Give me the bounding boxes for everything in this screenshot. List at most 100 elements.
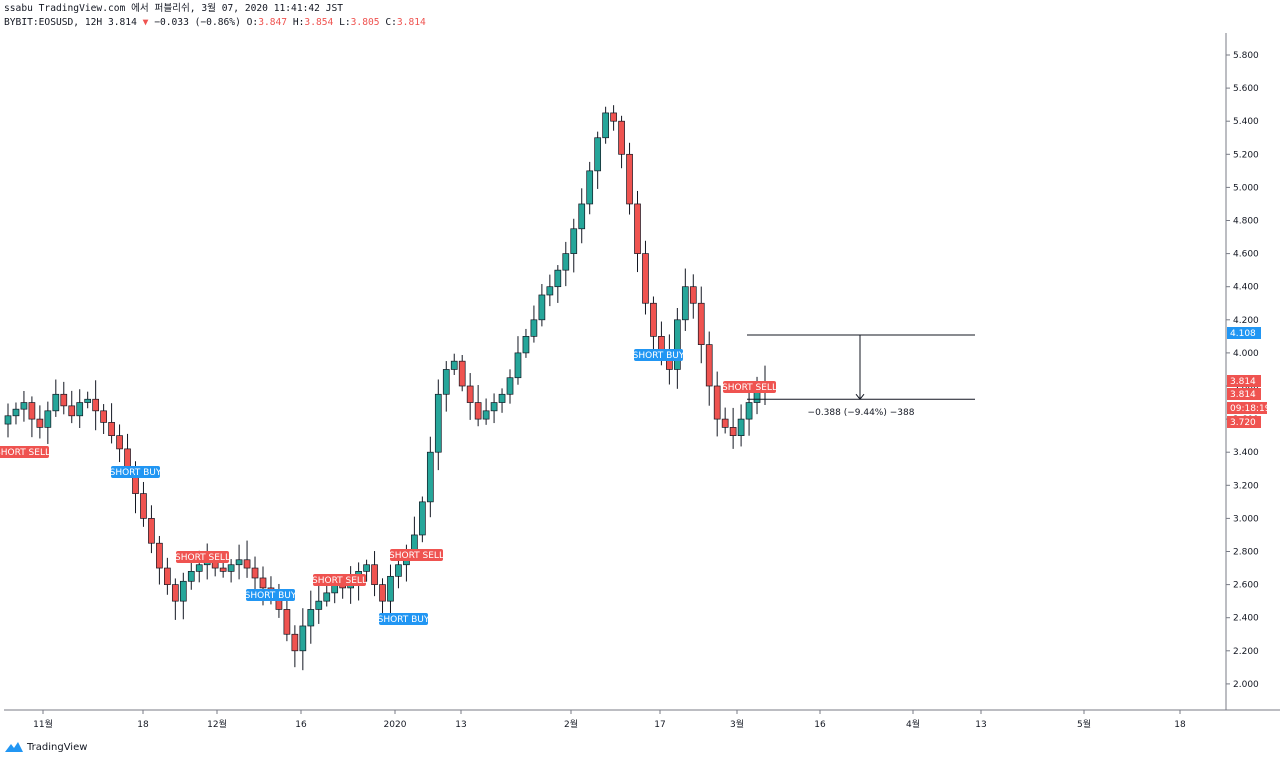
candles (4, 105, 769, 671)
price-tag: 3.814 (1227, 375, 1261, 387)
candle (363, 559, 370, 582)
candle (498, 388, 506, 413)
time-tick-label: 3월 (730, 718, 744, 730)
candle (307, 590, 315, 644)
candle (84, 391, 92, 409)
tradingview-brand: TradingView (27, 741, 88, 753)
price-tick-label: 2.200 (1233, 647, 1259, 657)
candle (745, 386, 753, 436)
price-tick-label: 4.800 (1233, 217, 1259, 227)
price-tick-label: 2.400 (1233, 614, 1259, 624)
candle (506, 369, 514, 404)
candle (530, 305, 538, 343)
candle (44, 401, 52, 444)
open-label: O: (246, 17, 259, 28)
candle (522, 328, 530, 358)
candle (705, 331, 713, 406)
price-tick-label: 3.200 (1233, 481, 1259, 491)
svg-text:SHORT SELL: SHORT SELL (0, 448, 50, 458)
symbol-info: BYBIT:EOSUSD, 12H 3.814 (4, 17, 137, 28)
candle (689, 274, 697, 319)
time-tick-label: 2월 (564, 718, 578, 730)
svg-text:3.814: 3.814 (1230, 390, 1256, 400)
short-sell-badge: SHORT SELL (175, 551, 230, 563)
candle (642, 240, 649, 315)
candle (52, 379, 60, 417)
price-tick-label: 2.800 (1233, 548, 1259, 558)
candle (729, 407, 737, 449)
price-axis[interactable]: 5.800 5.600 5.400 5.200 5.000 4.800 4.600 4.400… (1226, 51, 1271, 690)
candle (315, 585, 323, 624)
time-tick-label: 18 (137, 720, 149, 730)
chart-header: ssabu TradingView.com 에서 퍼블리쉬, 3월 07, 20… (4, 2, 426, 30)
candle (419, 496, 426, 543)
svg-text:3.814: 3.814 (1230, 377, 1256, 387)
down-arrow-icon: ▼ (142, 17, 149, 28)
time-tick-label: 13 (975, 720, 986, 730)
candle (227, 559, 235, 583)
short-sell-badge: SHORT SELL (0, 446, 50, 458)
chart-frame (4, 33, 1280, 711)
candle (602, 106, 609, 144)
time-tick-label: 17 (654, 720, 665, 730)
candle (570, 218, 578, 273)
candle (737, 404, 745, 447)
tradingview-logo[interactable]: TradingView (5, 738, 87, 756)
candle (108, 403, 115, 444)
candle (673, 308, 681, 389)
price-tick-label: 4.200 (1233, 316, 1259, 326)
measure-arrow-icon (855, 393, 865, 401)
candle (116, 424, 123, 463)
time-axis[interactable]: 11월 18 12월 16 2020 13 2월 17 3월 16 4월 13 5월 18 (33, 710, 1186, 730)
publish-info: ssabu TradingView.com 에서 퍼블리쉬, 3월 07, 20… (4, 3, 344, 14)
candle (610, 105, 617, 131)
high-value: 3.854 (304, 17, 334, 28)
price-tick-label: 4.000 (1233, 349, 1259, 359)
price-tick-label: 4.400 (1233, 283, 1259, 293)
price-tick-label: 2.600 (1233, 581, 1259, 591)
candle (554, 265, 562, 303)
candle (474, 385, 482, 427)
candle (514, 336, 522, 385)
candle (721, 407, 729, 434)
candle (387, 564, 394, 620)
candle (650, 296, 657, 355)
candle (594, 131, 602, 189)
price-tick-label: 3.400 (1233, 448, 1259, 458)
candle (490, 393, 498, 424)
candle (626, 142, 633, 215)
svg-text:3.720: 3.720 (1230, 418, 1256, 428)
price-tag: 3.720 (1227, 416, 1261, 428)
short-sell-badge: SHORT SELL (312, 574, 367, 586)
time-tick-label: 4월 (906, 718, 920, 730)
tradingview-logo-icon (5, 742, 23, 752)
candle (562, 241, 570, 287)
time-tick-label: 12월 (207, 718, 227, 730)
price-tick-label: 5.000 (1233, 183, 1259, 193)
price-tick-label: 4.600 (1233, 250, 1259, 260)
svg-text:SHORT SELL: SHORT SELL (175, 553, 230, 563)
time-tick-label: 2020 (384, 720, 407, 730)
candle (171, 578, 179, 620)
candle (713, 371, 721, 437)
measure-tool[interactable]: −0.388 (−9.44%) −388 (747, 334, 975, 418)
candle (482, 398, 490, 425)
svg-text:SHORT BUY: SHORT BUY (378, 615, 430, 625)
candle (235, 544, 243, 580)
symbol-ohlc-line: BYBIT:EOSUSD, 12H 3.814 ▼ −0.033 (−0.86%… (4, 16, 426, 30)
price-tick-label: 3.000 (1233, 514, 1259, 524)
candle (164, 557, 171, 595)
price-tick-label: 5.400 (1233, 117, 1259, 127)
measure-label: −0.388 (−9.44%) −388 (808, 408, 915, 418)
time-tick-label: 11월 (33, 718, 53, 730)
svg-text:SHORT SELL: SHORT SELL (312, 576, 367, 586)
svg-text:09:18:19: 09:18:19 (1230, 404, 1271, 414)
time-tick-label: 16 (295, 720, 307, 730)
signal-badges: SHORT SELL SHORT BUY SHORT SELL SHORT BUY SH… (0, 349, 777, 625)
candle (450, 353, 458, 375)
candle (148, 505, 155, 554)
candle (299, 608, 307, 671)
open-value: 3.847 (258, 17, 288, 28)
candle (618, 115, 625, 169)
